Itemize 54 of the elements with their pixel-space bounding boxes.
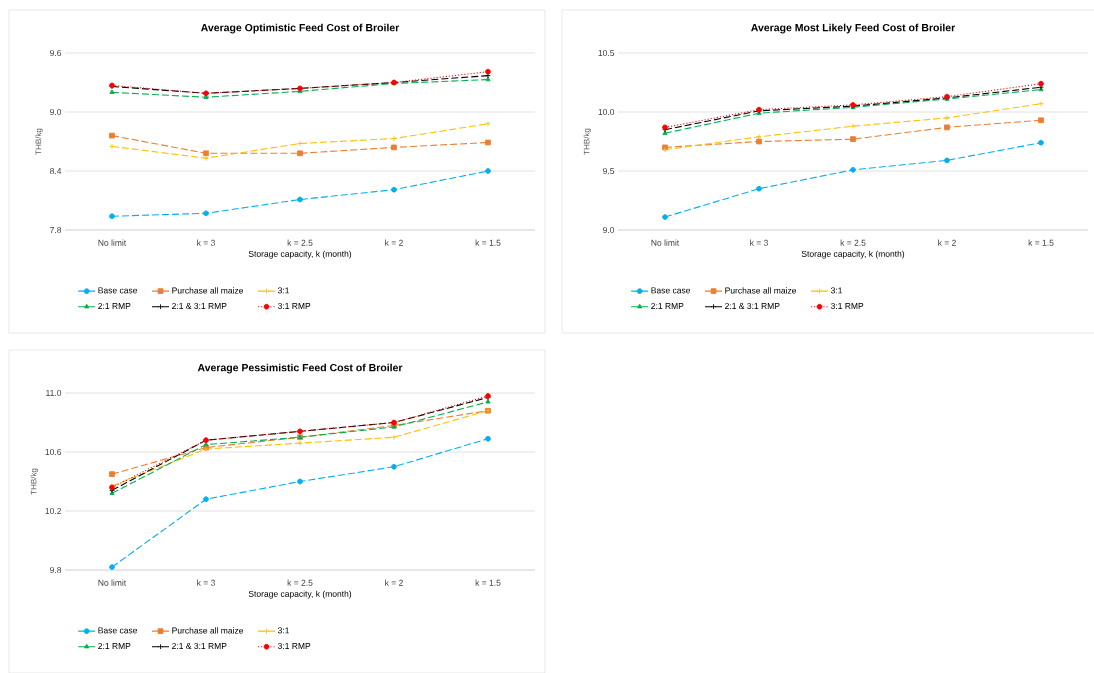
y-tick-label: 10.0: [598, 109, 615, 116]
legend-label: Purchase all maize: [172, 287, 244, 294]
legend-label: Purchase all maize: [725, 287, 797, 294]
x-tick-label: k = 3: [750, 239, 768, 246]
y-axis-title: THB/kg: [583, 128, 592, 155]
y-tick-label: 9.8: [50, 567, 62, 574]
legend-label: 3:1: [277, 627, 290, 634]
x-tick-label: k = 3: [197, 579, 215, 586]
legend-label: Base case: [98, 287, 138, 294]
chart-title: Average Most Likely Feed Cost of Broiler: [751, 23, 956, 34]
y-tick-label: 11.0: [46, 390, 62, 397]
y-axis-title: THB/kg: [30, 468, 39, 495]
x-tick-label: k = 1.5: [1028, 239, 1054, 246]
x-tick-label: k = 1.5: [475, 239, 501, 246]
chart-title: Average Optimistic Feed Cost of Broiler: [200, 23, 400, 34]
y-tick-label: 10.5: [598, 50, 615, 57]
legend-label: 2:1 RMP: [651, 302, 684, 309]
y-tick-label: 10.2: [45, 508, 62, 515]
legend-label: 2:1 & 3:1 RMP: [172, 642, 227, 649]
legend-label: Base case: [651, 287, 691, 294]
legend-label: Base case: [98, 627, 138, 634]
legend-label: Purchase all maize: [172, 627, 244, 634]
legend-label: 2:1 RMP: [98, 302, 131, 309]
legend-label: 3:1: [277, 287, 290, 294]
legend-label: 3:1 RMP: [830, 302, 864, 309]
legend-label: 2:1 & 3:1 RMP: [725, 302, 780, 309]
x-tick-label: k = 2.5: [287, 239, 313, 246]
x-tick-label: No limit: [98, 239, 127, 246]
x-axis-title: Storage capacity, k (month): [248, 250, 352, 259]
x-tick-label: k = 3: [197, 239, 215, 246]
x-tick-label: No limit: [98, 579, 127, 586]
x-tick-label: k = 2: [938, 239, 956, 246]
x-tick-label: No limit: [651, 239, 680, 246]
y-tick-label: 7.8: [50, 227, 62, 234]
legend-label: 2:1 & 3:1 RMP: [172, 302, 227, 309]
legend-label: 3:1: [830, 287, 843, 294]
x-axis-title: Storage capacity, k (month): [801, 250, 905, 259]
y-tick-label: 9.5: [603, 168, 615, 175]
x-axis-title: Storage capacity, k (month): [248, 590, 352, 599]
y-tick-label: 9.0: [50, 109, 62, 116]
x-tick-label: k = 1.5: [475, 579, 501, 586]
legend-label: 3:1 RMP: [277, 302, 311, 309]
y-tick-label: 8.4: [50, 168, 62, 175]
legend-label: 3:1 RMP: [277, 642, 311, 649]
legend-label: 2:1 RMP: [98, 642, 131, 649]
x-tick-label: k = 2: [385, 239, 403, 246]
y-tick-label: 10.6: [45, 449, 62, 456]
y-tick-label: 9.0: [603, 227, 615, 234]
chart-title: Average Pessimistic Feed Cost of Broiler: [197, 363, 403, 374]
y-axis-title: THB/kg: [35, 128, 43, 155]
x-tick-label: k = 2.5: [840, 239, 866, 246]
x-tick-label: k = 2.5: [287, 579, 313, 586]
x-tick-label: k = 2: [385, 579, 403, 586]
y-tick-label: 9.6: [50, 50, 62, 57]
